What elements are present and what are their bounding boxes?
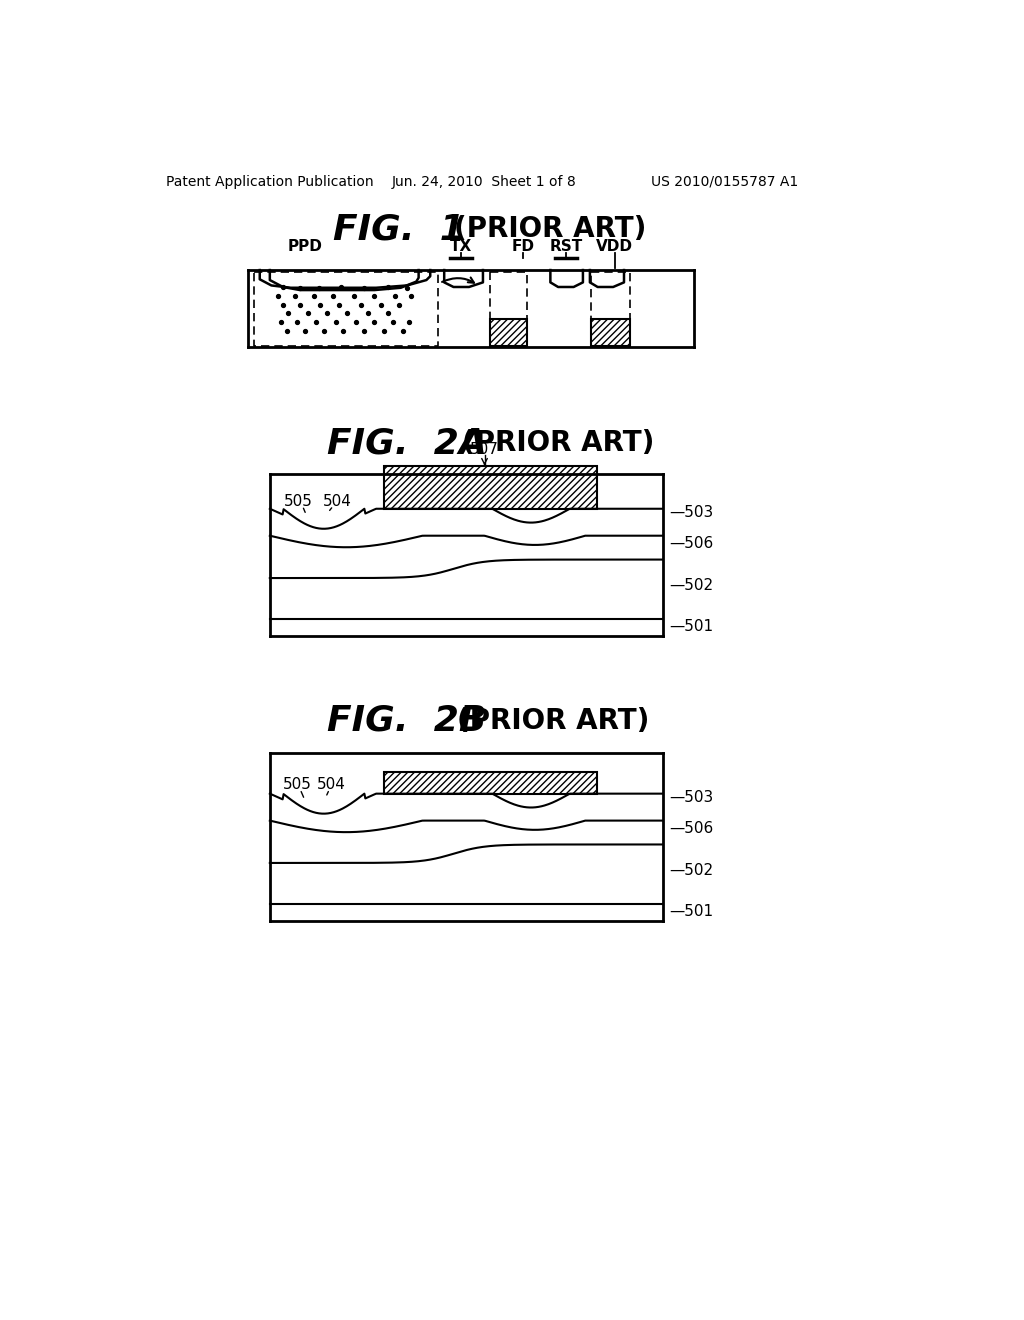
- Text: —501: —501: [669, 619, 713, 634]
- Text: US 2010/0155787 A1: US 2010/0155787 A1: [651, 174, 799, 189]
- Text: FD: FD: [512, 239, 535, 255]
- Text: 507: 507: [470, 442, 499, 457]
- Text: FIG.  1: FIG. 1: [334, 213, 465, 247]
- Text: —502: —502: [669, 578, 713, 593]
- Bar: [591, 319, 630, 346]
- Text: TX: TX: [451, 239, 472, 255]
- Text: Patent Application Publication: Patent Application Publication: [166, 174, 374, 189]
- Text: VDD: VDD: [596, 239, 633, 255]
- Text: PPD: PPD: [288, 239, 323, 255]
- Text: —506: —506: [669, 536, 713, 550]
- Text: FIG.  2A: FIG. 2A: [327, 426, 487, 461]
- Bar: [384, 466, 597, 508]
- Text: (PRIOR ART): (PRIOR ART): [455, 215, 646, 243]
- Text: 505: 505: [284, 494, 313, 508]
- Text: Jun. 24, 2010  Sheet 1 of 8: Jun. 24, 2010 Sheet 1 of 8: [392, 174, 577, 189]
- Text: 505: 505: [283, 777, 311, 792]
- Text: FIG.  2B: FIG. 2B: [328, 704, 486, 738]
- Text: —503: —503: [669, 506, 713, 520]
- Text: —502: —502: [669, 863, 713, 878]
- Text: 504: 504: [316, 777, 345, 792]
- Bar: [384, 772, 597, 793]
- Text: —506: —506: [669, 821, 713, 836]
- Text: (PRIOR ART): (PRIOR ART): [457, 706, 649, 734]
- Text: —501: —501: [669, 904, 713, 919]
- Bar: [489, 319, 527, 346]
- Text: 504: 504: [323, 494, 351, 508]
- Text: (PRIOR ART): (PRIOR ART): [462, 429, 654, 457]
- Text: RST: RST: [549, 239, 583, 255]
- Text: —503: —503: [669, 789, 713, 805]
